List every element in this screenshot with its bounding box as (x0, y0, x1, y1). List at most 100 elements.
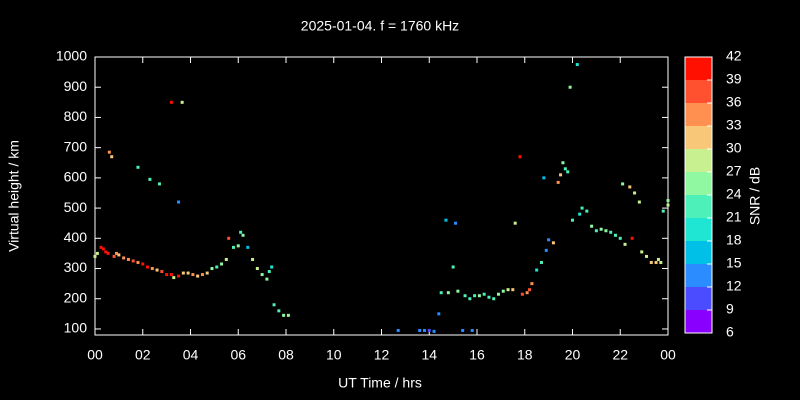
x-tick-label: 20 (565, 347, 581, 363)
data-point (122, 256, 126, 260)
data-point (609, 230, 613, 234)
data-point (461, 328, 465, 332)
x-tick-label: 04 (183, 347, 199, 363)
y-tick-label: 200 (64, 289, 88, 305)
data-point (215, 265, 219, 269)
x-tick-label: 08 (278, 347, 294, 363)
data-point (525, 291, 529, 295)
data-point (661, 209, 665, 213)
y-tick-label: 500 (64, 199, 88, 215)
x-tick-label: 22 (612, 347, 628, 363)
data-point (520, 292, 524, 296)
data-point (590, 224, 594, 228)
data-point (640, 250, 644, 254)
data-point (482, 292, 486, 296)
x-tick-label: 00 (87, 347, 103, 363)
data-point (618, 236, 622, 240)
colorbar-band (685, 310, 712, 333)
data-point (272, 303, 276, 307)
data-point (241, 233, 245, 237)
data-point (446, 291, 450, 295)
data-point (542, 176, 546, 180)
data-point (155, 268, 159, 272)
data-point (191, 273, 195, 277)
data-point (599, 227, 603, 231)
data-point (270, 265, 274, 269)
data-point (246, 245, 250, 249)
data-point (286, 313, 290, 317)
data-point (511, 288, 515, 292)
colorbar-tick-label: 6 (726, 324, 734, 340)
data-point (104, 250, 108, 254)
data-point (571, 218, 574, 222)
data-point (547, 238, 551, 242)
data-point (265, 277, 269, 281)
data-point (454, 221, 458, 225)
y-tick-label: 300 (64, 259, 88, 275)
data-point (561, 161, 565, 165)
data-point (106, 251, 110, 255)
data-point (282, 313, 286, 317)
data-point (656, 257, 660, 261)
data-point (117, 253, 121, 257)
colorbar-band (685, 149, 712, 172)
colorbar-tick-label: 30 (726, 140, 742, 156)
data-point (649, 260, 653, 264)
y-tick-label: 700 (64, 138, 88, 154)
data-point (585, 209, 589, 213)
data-point (110, 155, 114, 159)
colorbar-tick-label: 27 (726, 163, 742, 179)
colorbar-band (685, 172, 712, 195)
x-tick-label: 02 (135, 347, 151, 363)
data-point (95, 251, 99, 255)
data-point (107, 150, 111, 154)
data-point (169, 273, 173, 277)
data-point (470, 328, 474, 332)
data-point (666, 203, 670, 207)
data-point (141, 262, 145, 266)
data-point (556, 180, 560, 184)
data-point (165, 273, 169, 277)
data-point (239, 230, 243, 234)
data-point (633, 191, 637, 195)
y-tick-label: 100 (64, 320, 88, 336)
data-point (260, 273, 264, 277)
data-point (594, 229, 598, 233)
data-point (186, 271, 190, 275)
y-tick-label: 600 (64, 169, 88, 185)
data-point (255, 267, 259, 271)
y-tick-label: 900 (64, 78, 88, 94)
data-point (535, 268, 539, 272)
data-point (196, 274, 200, 278)
data-point (136, 260, 140, 264)
data-point (575, 63, 579, 67)
chart-title: 2025-01-04. f = 1760 kHz (301, 18, 459, 34)
x-tick-label: 10 (326, 347, 342, 363)
data-point (224, 257, 228, 261)
data-point (432, 329, 436, 333)
colorbar-tick-label: 21 (726, 209, 742, 225)
data-point (513, 221, 517, 225)
data-point (578, 212, 582, 216)
x-tick-label: 12 (374, 347, 390, 363)
data-point (628, 185, 632, 189)
data-point (501, 289, 505, 293)
data-point (563, 167, 567, 171)
data-point (114, 251, 118, 255)
data-point (227, 236, 231, 240)
data-point (451, 265, 455, 269)
data-point (180, 100, 184, 104)
data-point (160, 270, 164, 274)
data-point (177, 200, 181, 204)
y-tick-label: 800 (64, 108, 88, 124)
data-point (580, 206, 584, 210)
colorbar-tick-label: 42 (726, 48, 742, 64)
data-point (456, 289, 460, 293)
colorbar-tick-label: 12 (726, 278, 742, 294)
data-point (444, 218, 448, 222)
data-point (666, 199, 670, 203)
data-point (559, 173, 563, 177)
colorbar-band (685, 264, 712, 287)
colorbar-tick-label: 18 (726, 232, 742, 248)
